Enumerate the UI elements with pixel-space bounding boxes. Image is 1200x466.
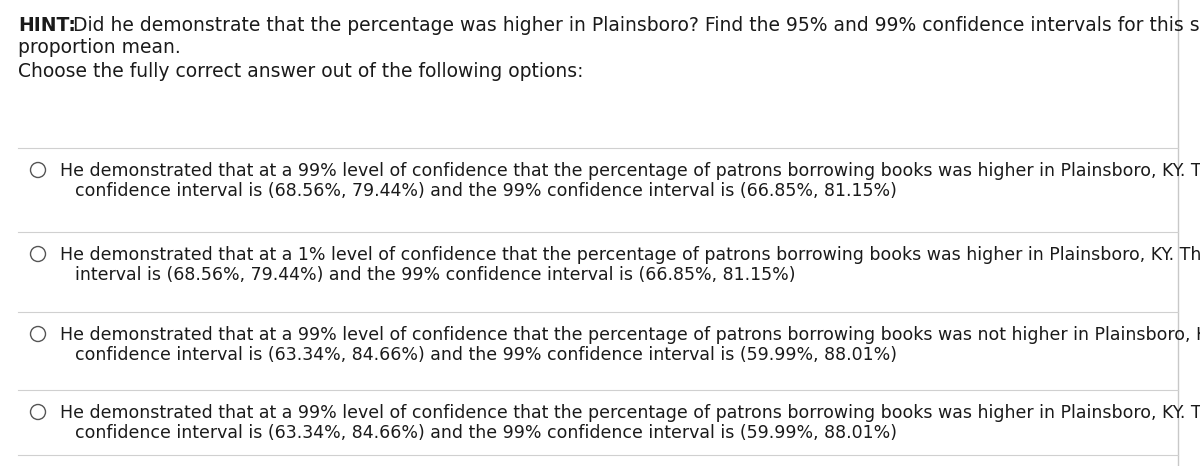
Text: He demonstrated that at a 99% level of confidence that the percentage of patrons: He demonstrated that at a 99% level of c… xyxy=(60,162,1200,180)
Text: He demonstrated that at a 99% level of confidence that the percentage of patrons: He demonstrated that at a 99% level of c… xyxy=(60,404,1200,422)
Text: He demonstrated that at a 99% level of confidence that the percentage of patrons: He demonstrated that at a 99% level of c… xyxy=(60,326,1200,344)
Text: Choose the fully correct answer out of the following options:: Choose the fully correct answer out of t… xyxy=(18,62,583,81)
Text: confidence interval is (68.56%, 79.44%) and the 99% confidence interval is (66.8: confidence interval is (68.56%, 79.44%) … xyxy=(74,182,896,200)
Text: proportion mean.: proportion mean. xyxy=(18,38,181,57)
Text: interval is (68.56%, 79.44%) and the 99% confidence interval is (66.85%, 81.15%): interval is (68.56%, 79.44%) and the 99%… xyxy=(74,266,796,284)
Text: confidence interval is (63.34%, 84.66%) and the 99% confidence interval is (59.9: confidence interval is (63.34%, 84.66%) … xyxy=(74,346,898,364)
Text: confidence interval is (63.34%, 84.66%) and the 99% confidence interval is (59.9: confidence interval is (63.34%, 84.66%) … xyxy=(74,424,898,442)
Text: He demonstrated that at a 1% level of confidence that the percentage of patrons : He demonstrated that at a 1% level of co… xyxy=(60,246,1200,264)
Text: Did he demonstrate that the percentage was higher in Plainsboro? Find the 95% an: Did he demonstrate that the percentage w… xyxy=(67,16,1200,35)
Text: HINT:: HINT: xyxy=(18,16,76,35)
